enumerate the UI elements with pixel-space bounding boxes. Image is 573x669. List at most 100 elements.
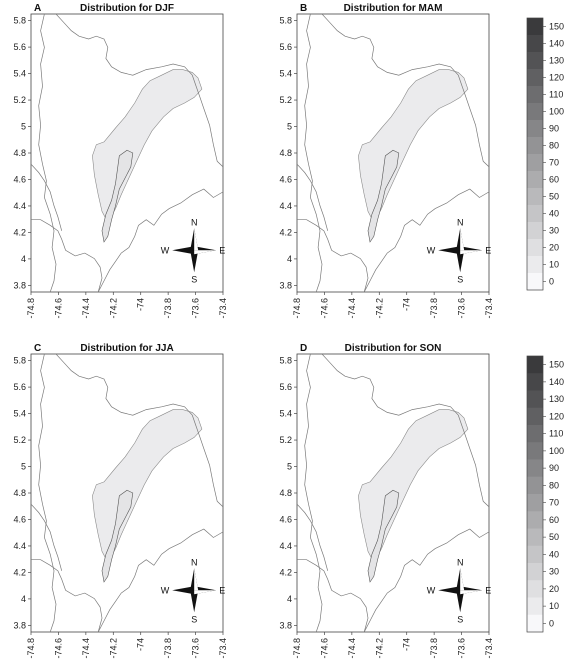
river-basin (101, 489, 134, 583)
department-boundary-2 (297, 219, 369, 292)
colorbar-swatch (527, 528, 543, 547)
y-tick-label: 4.2 (13, 567, 26, 577)
south-boundary-1 (97, 528, 223, 632)
department-boundary-1 (55, 14, 223, 168)
x-tick-label: -74.6 (319, 638, 329, 659)
colorbar-swatch (527, 390, 543, 409)
x-tick-label: -73.4 (484, 638, 494, 659)
colorbar-swatch (527, 103, 543, 121)
x-tick-label: -74.8 (292, 638, 302, 659)
colorbar-label: 120 (549, 411, 564, 421)
compass-label-e: E (485, 585, 491, 595)
map-panel-c: 5.8 5.6 5.4 5.2 5 4.8 4.6 4.4 4.2 4 3.8-74.8 -74.6 -… (13, 343, 228, 659)
colorbar-label: 60 (549, 515, 559, 525)
colorbar-label: 10 (549, 601, 559, 611)
colorbar-label: 90 (549, 463, 559, 473)
y-tick-label: 5 (21, 122, 26, 132)
y-tick-label: 5.8 (13, 16, 26, 26)
y-tick-label: 5.4 (279, 409, 292, 419)
colorbar-swatch (527, 35, 543, 53)
y-tick-label: 4.6 (279, 174, 292, 184)
map-panel-b: 5.8 5.6 5.4 5.2 5 4.8 4.6 4.4 4.2 4 3.8-74.8 -74.6 -… (279, 3, 494, 319)
compass-highlight (460, 590, 483, 595)
y-tick-label: 5 (287, 122, 292, 132)
colorbar-label: 30 (549, 567, 559, 577)
department-boundary-2 (297, 559, 369, 632)
y-tick-label: 5 (287, 462, 292, 472)
compass-label-s: S (191, 274, 197, 284)
west-boundary-1 (304, 354, 323, 632)
colorbar-swatch (527, 545, 543, 564)
y-tick-label: 5.4 (13, 409, 26, 419)
y-tick-label: 3.8 (13, 280, 26, 290)
y-tick-label: 4.4 (279, 201, 292, 211)
x-tick-label: -74.4 (81, 298, 91, 319)
y-tick-label: 5.4 (279, 69, 292, 79)
y-tick-label: 4.2 (279, 227, 292, 237)
colorbar-swatch (527, 273, 543, 291)
river-basin (367, 489, 400, 583)
colorbar-swatch (527, 18, 543, 36)
west-boundary-1 (38, 354, 57, 632)
department-boundary-2 (31, 559, 103, 632)
colorbar-swatch (527, 52, 543, 70)
x-tick-label: -74.4 (347, 638, 357, 659)
colorbar-swatch (527, 256, 543, 274)
y-tick-label: 5.8 (13, 356, 26, 366)
compass-rose: N S E W (161, 217, 226, 284)
compass-label-s: S (457, 614, 463, 624)
y-tick-label: 5.6 (13, 382, 26, 392)
compass-rose: N S E W (427, 557, 492, 624)
colorbar-label: 80 (549, 480, 559, 490)
compass-label-e: E (219, 585, 225, 595)
y-tick-label: 4.8 (13, 488, 26, 498)
colorbar-swatch (527, 425, 543, 443)
colorbar-swatch (527, 614, 543, 633)
y-tick-label: 4.6 (13, 514, 26, 524)
y-tick-label: 4.4 (13, 541, 26, 551)
x-tick-label: -73.4 (484, 298, 494, 319)
colorbar-label: 130 (549, 56, 564, 66)
x-tick-label: -74 (136, 638, 146, 651)
colorbar-label: 40 (549, 549, 559, 559)
x-tick-label: -73.8 (429, 638, 439, 659)
colorbar-label: 140 (549, 377, 564, 387)
x-tick-label: -74.6 (53, 638, 63, 659)
map-content (297, 14, 489, 292)
colorbar-swatch (527, 86, 543, 104)
colorbar-label: 50 (549, 192, 559, 202)
colorbar-swatch (527, 137, 543, 155)
y-tick-label: 5.8 (279, 16, 292, 26)
department-boundary-2 (31, 219, 103, 292)
colorbar-label: 150 (549, 22, 564, 32)
y-tick-label: 5.2 (279, 95, 292, 105)
x-tick-label: -73.6 (191, 298, 201, 319)
y-tick-label: 4.8 (279, 488, 292, 498)
compass-label-n: N (191, 217, 198, 227)
department-boundary-3 (297, 503, 329, 571)
department-boundary-1 (321, 14, 489, 168)
department-boundary-3 (31, 503, 63, 571)
colorbar-label: 30 (549, 226, 559, 236)
colorbar-label: 100 (549, 446, 564, 456)
river-basin (101, 149, 134, 243)
colorbar-swatch (527, 597, 543, 616)
y-tick-label: 5.6 (13, 42, 26, 52)
y-tick-label: 5.6 (279, 382, 292, 392)
west-boundary-1 (38, 14, 57, 292)
compass-highlight (194, 250, 217, 255)
west-boundary-1 (304, 14, 323, 292)
compass-rose: N S E W (427, 217, 492, 284)
colorbar-label: 20 (549, 243, 559, 253)
colorbar-swatch (527, 459, 543, 478)
colorbar-label: 70 (549, 498, 559, 508)
x-tick-label: -74.2 (108, 298, 118, 319)
y-tick-label: 4.2 (13, 227, 26, 237)
y-tick-label: 5.2 (13, 95, 26, 105)
panel-letter: D (300, 343, 307, 354)
compass-label-s: S (191, 614, 197, 624)
x-tick-label: -74.8 (292, 298, 302, 319)
map-content (297, 354, 489, 632)
